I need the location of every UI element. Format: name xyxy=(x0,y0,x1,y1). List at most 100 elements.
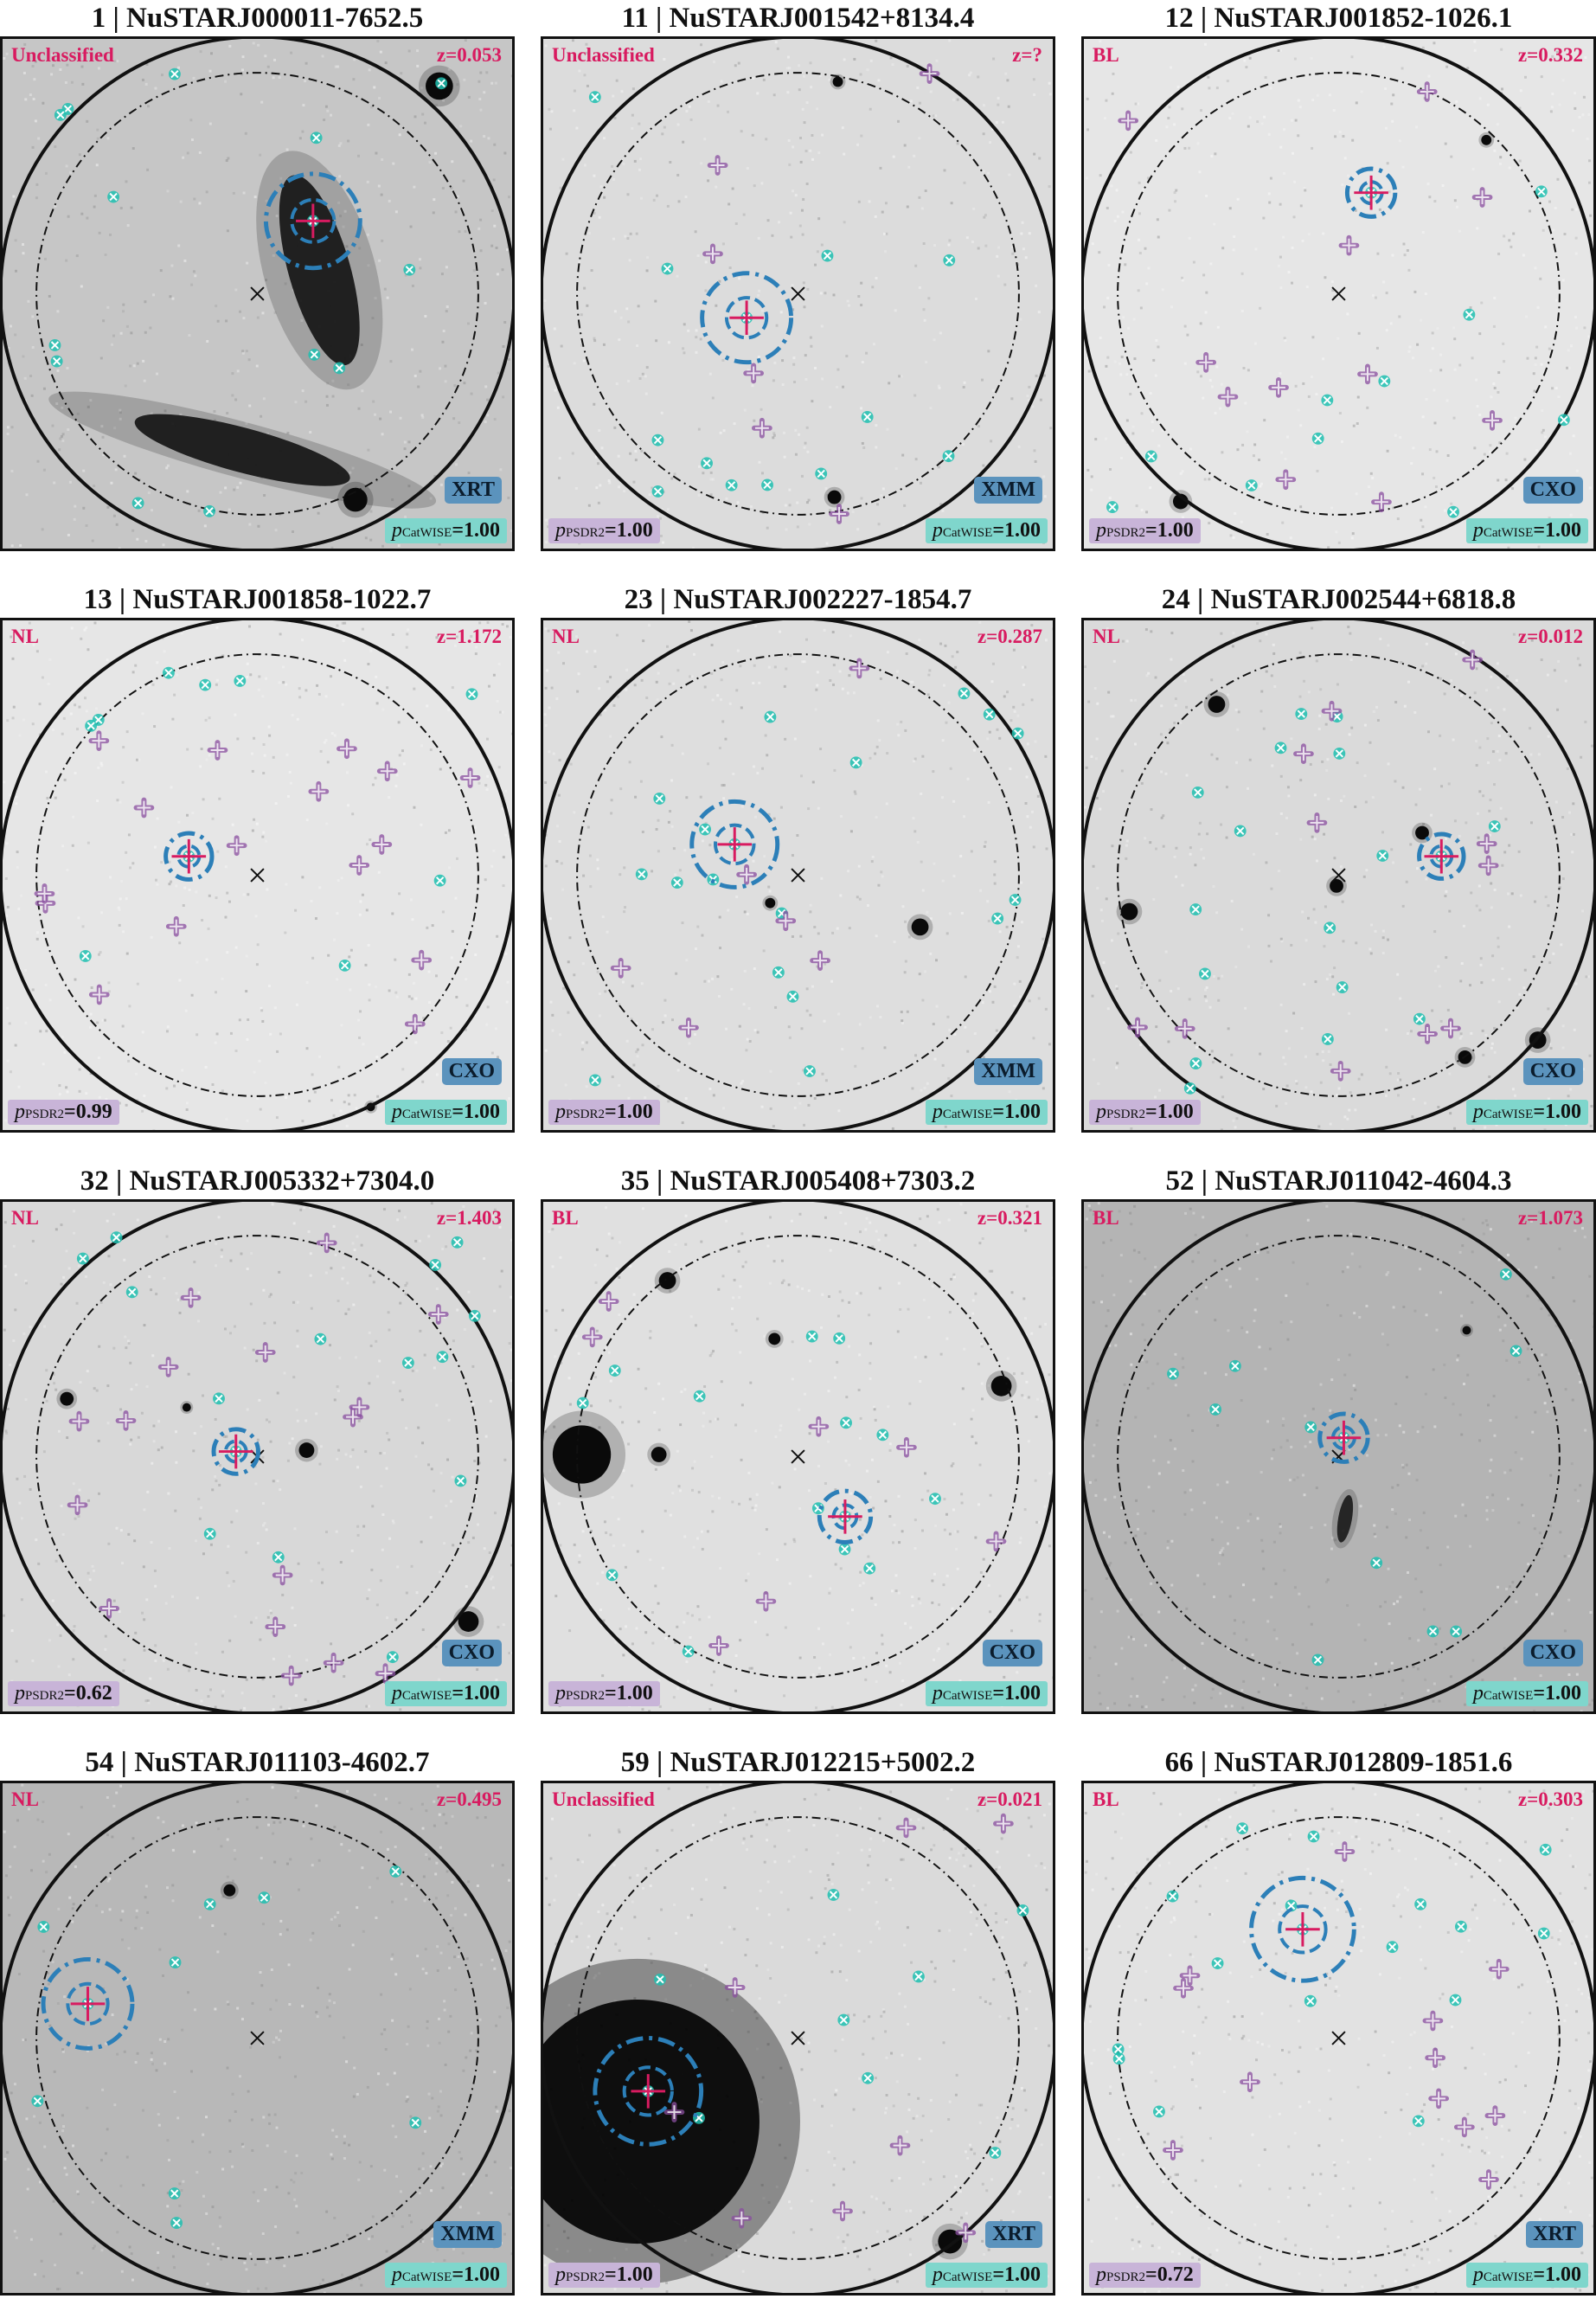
catwise-source-marker xyxy=(863,1563,875,1575)
psdr2-source-marker xyxy=(70,1497,86,1512)
classification-label: NL xyxy=(11,1788,39,1811)
catwise-source-marker xyxy=(694,1390,706,1403)
catwise-probability: pCatWISE=1.00 xyxy=(385,2263,507,2288)
catwise-source-marker xyxy=(1413,2115,1425,2127)
psdr2-source-marker xyxy=(1242,2074,1258,2090)
instrument-badge: CXO xyxy=(983,1640,1042,1666)
psdr2-source-marker xyxy=(91,733,106,748)
catwise-probability: pCatWISE=1.00 xyxy=(1466,1681,1588,1706)
psdr2-source-marker xyxy=(831,506,847,522)
psdr2-source-marker xyxy=(996,1816,1011,1832)
sky-image xyxy=(3,39,512,549)
counterpart-cross xyxy=(71,1987,106,2021)
classification-label: Unclassified xyxy=(11,44,114,67)
psdr2-probability: pPSDR2=1.00 xyxy=(548,1100,660,1125)
panel-title: 59 | NuSTARJ012215+5002.2 xyxy=(541,1744,1055,1781)
psdr2-source-marker xyxy=(1487,2108,1503,2123)
catwise-source-marker xyxy=(772,966,785,979)
psdr2-source-marker xyxy=(1420,1026,1435,1042)
psdr2-probability: pPSDR2=1.00 xyxy=(548,518,660,543)
psdr2-source-marker xyxy=(710,157,726,173)
catwise-source-marker xyxy=(1192,787,1204,799)
classification-label: NL xyxy=(552,626,580,648)
sky-image xyxy=(543,620,1053,1130)
panel-title: 66 | NuSTARJ012809-1851.6 xyxy=(1081,1744,1596,1781)
catwise-source-marker xyxy=(454,1475,466,1487)
redshift-label: z=0.495 xyxy=(437,1788,502,1811)
catwise-value: =1.00 xyxy=(992,519,1041,542)
catwise-subscript: CatWISE xyxy=(943,526,993,540)
classification-label: BL xyxy=(1093,1788,1119,1811)
p-symbol: p xyxy=(933,1682,943,1705)
psdr2-source-marker xyxy=(92,987,107,1003)
psdr2-source-marker xyxy=(1278,472,1293,487)
psdr2-source-marker xyxy=(229,838,245,853)
psdr2-source-marker xyxy=(431,1307,446,1322)
psdr2-source-marker xyxy=(739,867,754,883)
redshift-label: z=0.012 xyxy=(1518,626,1583,648)
counterpart-cross xyxy=(219,1435,253,1469)
psdr2-value: =1.00 xyxy=(605,2263,653,2286)
catwise-source-marker xyxy=(1413,1013,1426,1025)
catwise-source-marker xyxy=(126,1286,138,1298)
catwise-source-marker xyxy=(258,1891,270,1904)
classification-label: NL xyxy=(11,626,39,648)
psdr2-subscript: PSDR2 xyxy=(1106,1108,1145,1121)
sky-image xyxy=(1084,1202,1593,1711)
psdr2-source-marker xyxy=(1271,380,1286,395)
catwise-source-marker xyxy=(850,756,862,768)
psdr2-source-marker xyxy=(613,960,629,976)
star xyxy=(299,1442,315,1458)
catwise-source-marker xyxy=(652,485,664,498)
psdr2-value: =1.00 xyxy=(605,1682,653,1705)
star xyxy=(553,1425,611,1483)
nustar-position-marker xyxy=(251,869,264,882)
catwise-source-marker xyxy=(609,1364,621,1377)
star xyxy=(768,1332,780,1345)
psdr2-source-marker xyxy=(413,953,429,968)
sky-image xyxy=(543,1202,1053,1711)
catwise-source-marker xyxy=(1427,1625,1439,1637)
catwise-source-marker xyxy=(636,868,648,880)
catwise-source-marker xyxy=(683,1646,695,1658)
psdr2-value: =1.00 xyxy=(605,519,653,542)
p-symbol: p xyxy=(392,1682,402,1705)
catwise-source-marker xyxy=(1010,894,1022,906)
catwise-source-marker xyxy=(1538,1928,1550,1940)
catwise-source-marker xyxy=(1378,376,1390,388)
psdr2-subscript: PSDR2 xyxy=(25,1108,64,1121)
psdr2-source-marker xyxy=(811,1419,826,1435)
catwise-source-marker xyxy=(1112,2043,1125,2055)
catwise-source-marker xyxy=(1304,1422,1317,1434)
instrument-badge: XMM xyxy=(974,1058,1042,1085)
catwise-source-marker xyxy=(839,1544,851,1556)
redshift-label: z=0.303 xyxy=(1518,1788,1583,1811)
catwise-source-marker xyxy=(1184,1082,1196,1095)
catwise-source-marker xyxy=(1489,820,1501,832)
psdr2-source-marker xyxy=(1333,1063,1349,1079)
catwise-source-marker xyxy=(49,339,61,351)
psdr2-source-marker xyxy=(812,953,828,968)
classification-label: BL xyxy=(1093,44,1119,67)
instrument-badge: CXO xyxy=(442,1058,502,1085)
p-symbol: p xyxy=(1473,1682,1484,1705)
psdr2-source-marker xyxy=(136,800,151,816)
psdr2-source-marker xyxy=(711,1638,727,1653)
catwise-source-marker xyxy=(199,679,211,691)
psdr2-probability: pPSDR2=0.62 xyxy=(8,1681,119,1706)
psdr2-source-marker xyxy=(1484,413,1500,428)
p-symbol: p xyxy=(1096,1101,1106,1123)
galaxy-halo xyxy=(232,137,407,404)
catwise-probability: pCatWISE=1.00 xyxy=(926,518,1048,543)
catwise-source-marker xyxy=(314,1333,326,1345)
p-symbol: p xyxy=(1096,2263,1106,2286)
catwise-source-marker xyxy=(1209,1403,1221,1416)
psdr2-source-marker xyxy=(1481,2172,1497,2187)
catwise-subscript: CatWISE xyxy=(402,2270,452,2284)
catwise-source-marker xyxy=(1540,1844,1552,1856)
catwise-source-marker xyxy=(163,667,175,679)
catwise-subscript: CatWISE xyxy=(402,1689,452,1703)
counterpart-cross xyxy=(1424,839,1458,874)
